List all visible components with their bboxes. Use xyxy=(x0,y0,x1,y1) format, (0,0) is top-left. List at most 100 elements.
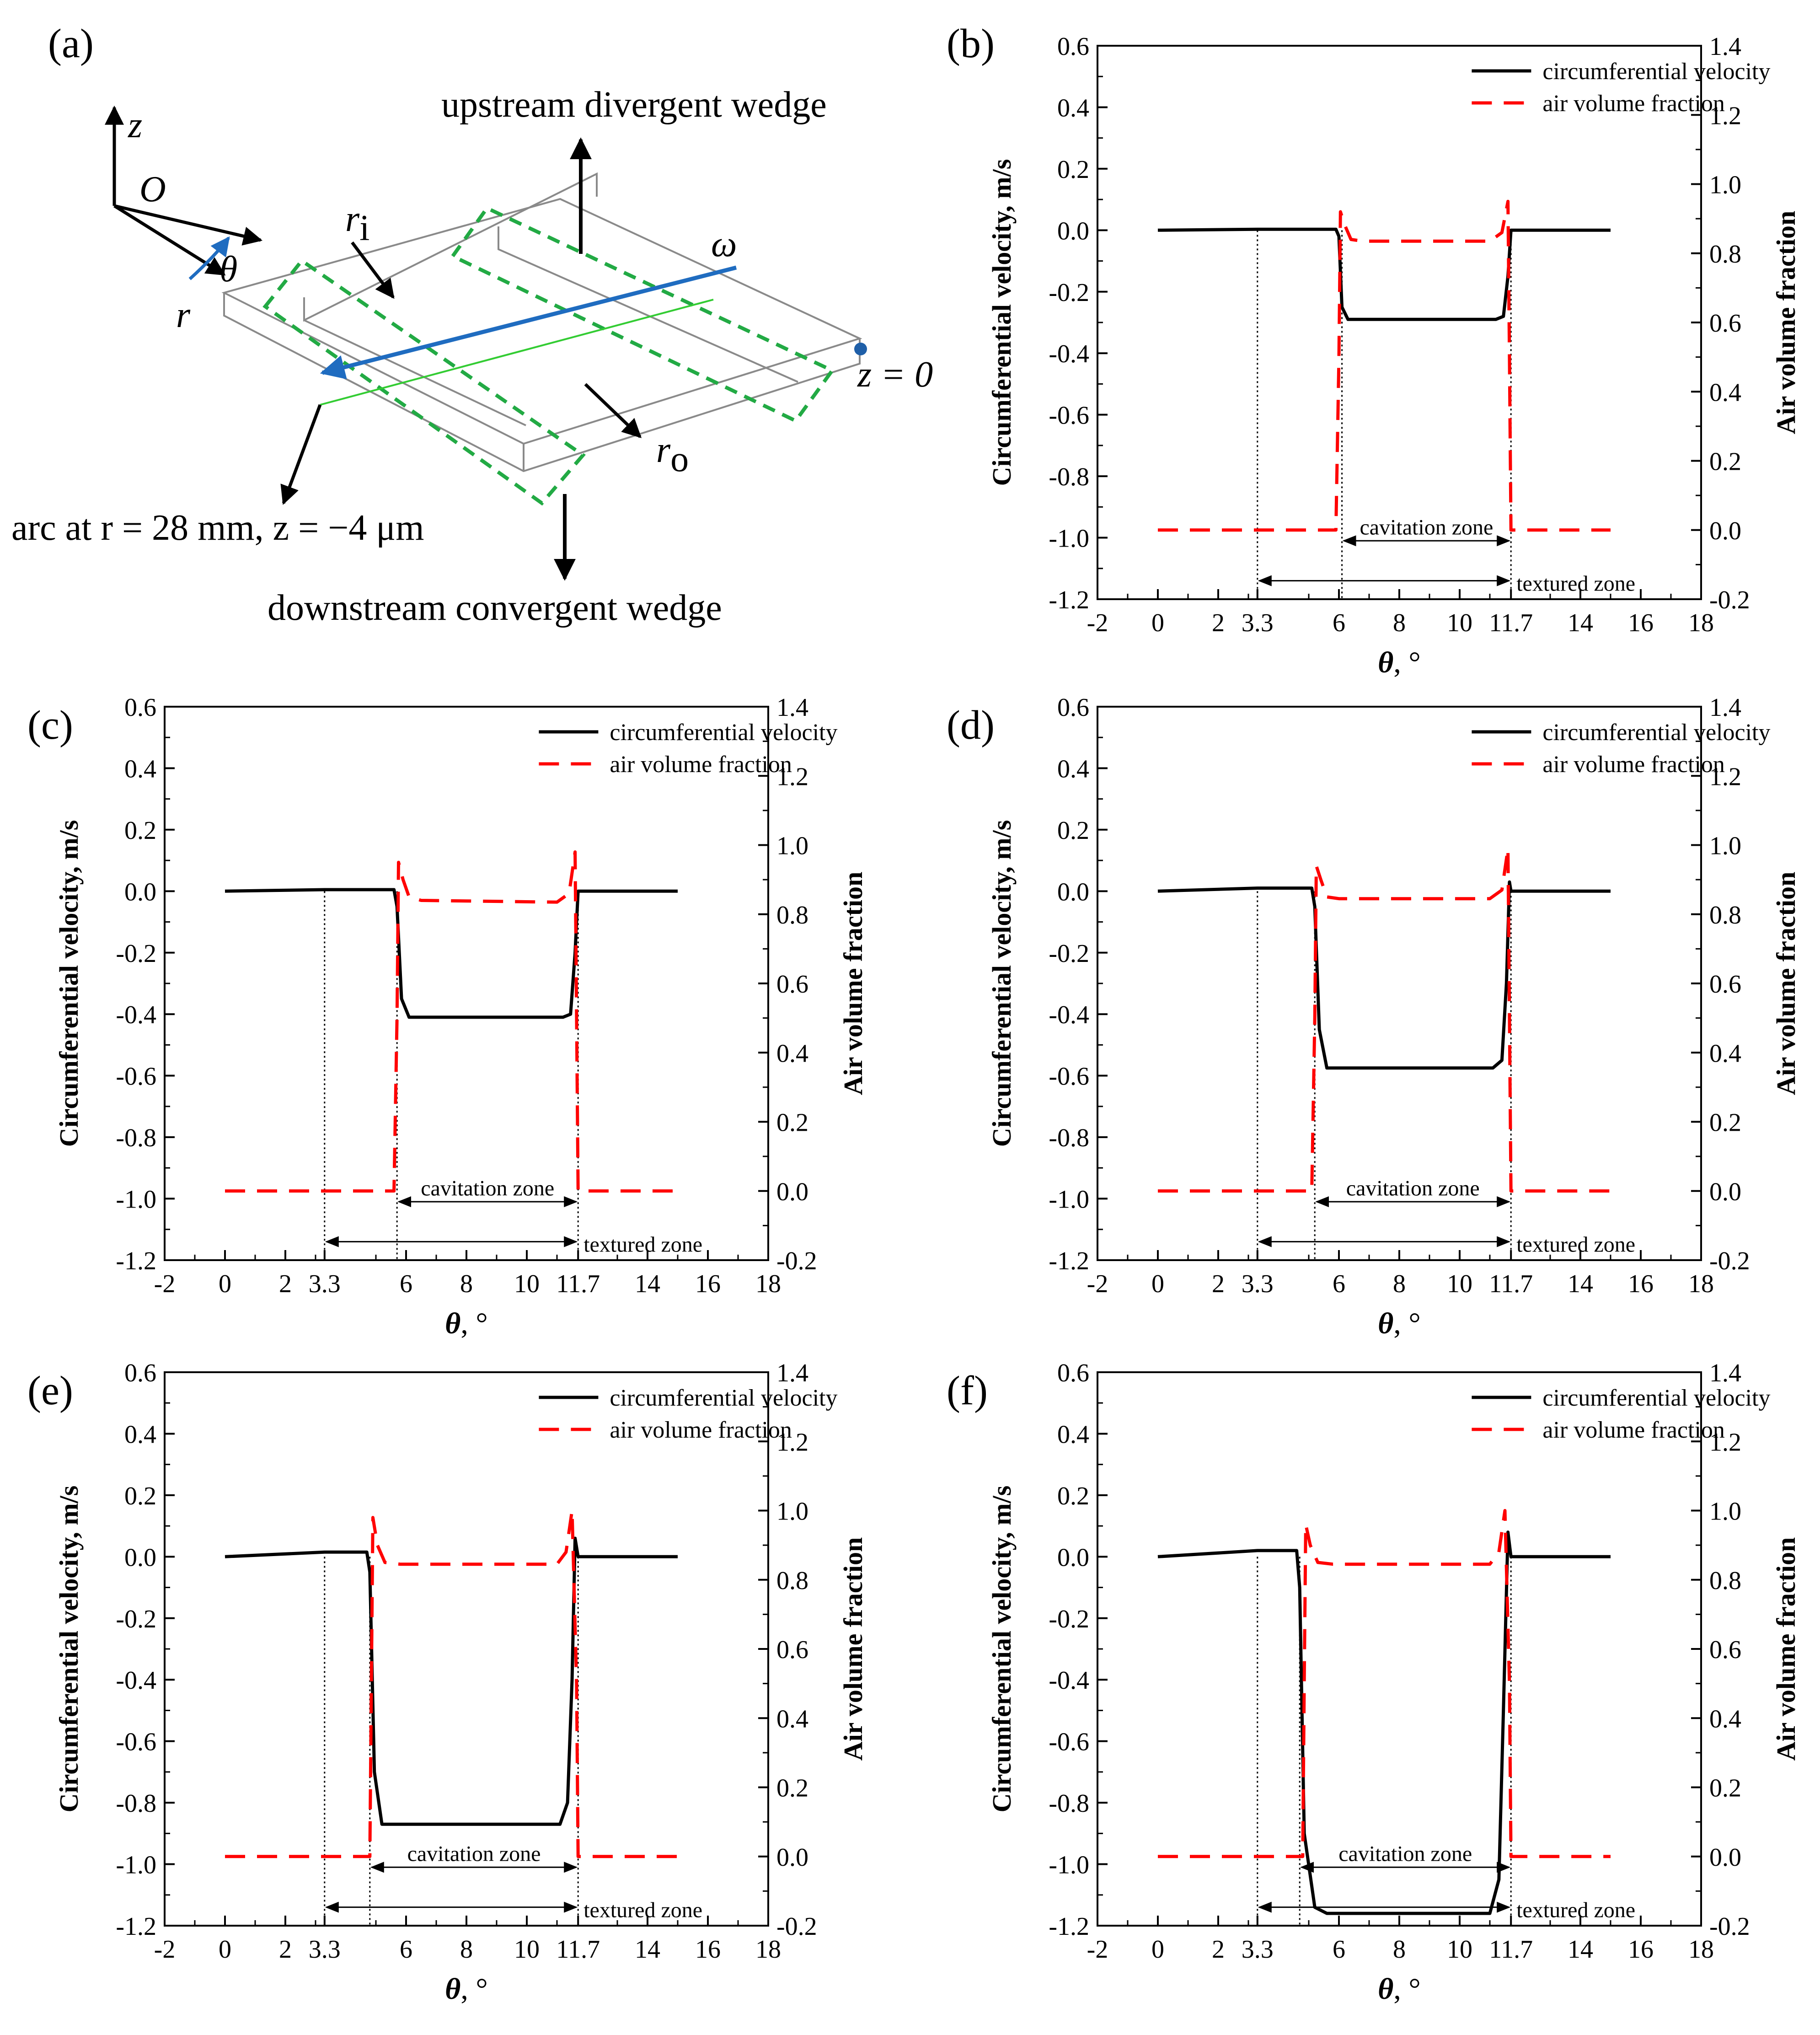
y-left-tick-label: 0.6 xyxy=(124,1359,156,1387)
y-left-tick-label: -0.6 xyxy=(116,1063,156,1091)
textured-zone-label: textured zone xyxy=(583,1233,702,1257)
x-tick-label: 14 xyxy=(1568,1935,1593,1964)
series-line-air-volume-fraction xyxy=(225,1509,678,1858)
y-right-tick-label: 1.4 xyxy=(1709,32,1741,61)
theta-label: θ xyxy=(219,249,237,290)
y-left-tick-label: 0.4 xyxy=(124,1420,156,1449)
y-left-tick-label: -1.2 xyxy=(1049,1247,1089,1275)
y-right-tick-label: -0.2 xyxy=(1709,1247,1750,1275)
x-axis-symbol: θ xyxy=(445,1972,460,2006)
x-tick-label: 3.3 xyxy=(1242,609,1274,637)
x-tick-label: 18 xyxy=(1688,1935,1714,1964)
omega-label: ω xyxy=(711,224,737,264)
y-left-tick-label: 0.0 xyxy=(1057,217,1089,245)
y-right-tick-label: 0.0 xyxy=(776,1178,808,1206)
y-left-axis-label: Circumferential velocity, m/s xyxy=(987,159,1017,486)
x-tick-label: 3.3 xyxy=(1242,1270,1274,1298)
y-left-tick-label: 0.4 xyxy=(1057,94,1089,122)
y-left-tick-label: 0.6 xyxy=(1057,693,1089,722)
y-left-tick-label: -0.4 xyxy=(116,1001,156,1029)
theta-angle-arc xyxy=(188,236,230,280)
x-tick-label: 8 xyxy=(1393,1270,1406,1298)
x-tick-label: 11.7 xyxy=(1489,1935,1533,1964)
x-tick-label: 0 xyxy=(219,1270,231,1298)
z-zero-label: z = 0 xyxy=(857,354,933,395)
x-tick-label: -2 xyxy=(1087,1270,1108,1298)
y-right-axis-label: Air volume fraction xyxy=(1771,872,1801,1095)
y-right-tick-label: 0.6 xyxy=(1709,1636,1741,1664)
upstream-label: upstream divergent wedge xyxy=(441,85,827,125)
y-left-tick-label: 0.6 xyxy=(1057,32,1089,61)
downstream-wedge-outline xyxy=(262,258,586,506)
x-tick-label: 18 xyxy=(1688,1270,1714,1298)
y-left-tick-label: -0.2 xyxy=(116,1605,156,1633)
y-right-tick-label: 1.0 xyxy=(776,832,808,860)
textured-zone-label: textured zone xyxy=(1516,572,1635,596)
y-right-tick-label: -0.2 xyxy=(1709,586,1750,614)
downstream-label: downstream convergent wedge xyxy=(268,588,722,628)
y-left-tick-label: -1.2 xyxy=(1049,586,1089,614)
legend-label-velocity: circumferential velocity xyxy=(1542,59,1770,85)
y-left-tick-label: -0.6 xyxy=(1049,1063,1089,1091)
y-right-axis-label: Air volume fraction xyxy=(1771,211,1801,435)
x-tick-label: -2 xyxy=(154,1935,176,1964)
y-right-tick-label: -0.2 xyxy=(776,1912,817,1941)
series-line-air-volume-fraction xyxy=(1158,847,1611,1193)
inner-radius-arrow xyxy=(351,241,395,299)
y-left-tick-label: -1.2 xyxy=(1049,1912,1089,1941)
x-tick-label: 16 xyxy=(1628,1270,1654,1298)
y-right-axis-label: Air volume fraction xyxy=(1771,1537,1801,1761)
y-right-tick-label: 0.8 xyxy=(1709,240,1741,268)
series-line-air-volume-fraction xyxy=(1158,199,1611,532)
y-left-tick-label: -0.2 xyxy=(1049,1605,1089,1633)
y-right-tick-label: 1.2 xyxy=(776,1428,808,1456)
x-tick-label: 18 xyxy=(1688,609,1714,637)
chart-panel-d: (d) -2 0 2 3.3 6 8 10 11.7 14 16 18 0.6 0.4 0.2 0.0 -0.2… xyxy=(947,693,1801,1340)
x-tick-label: 16 xyxy=(695,1935,721,1964)
y-left-tick-label: -0.6 xyxy=(116,1728,156,1756)
x-tick-label: 10 xyxy=(1447,1270,1472,1298)
y-right-tick-label: 0.4 xyxy=(776,1039,808,1068)
series-line-circumferential-velocity xyxy=(1157,880,1611,1070)
y-right-tick-label: 1.2 xyxy=(776,762,808,791)
outer-radius-subscript: o xyxy=(670,439,689,479)
outer-radius-arrow xyxy=(584,383,642,438)
textured-zone-label: textured zone xyxy=(1516,1898,1635,1922)
y-right-tick-label: 1.2 xyxy=(1709,1428,1741,1456)
y-left-tick-label: 0.6 xyxy=(124,693,156,722)
y-left-tick-label: 0.0 xyxy=(1057,878,1089,906)
outer-radius-label: ro xyxy=(656,430,689,479)
y-right-tick-label: 1.0 xyxy=(1709,1498,1741,1526)
y-right-tick-label: 0.6 xyxy=(1709,309,1741,338)
y-right-tick-label: 0.6 xyxy=(1709,970,1741,999)
x-axis-unit: , ° xyxy=(460,1307,487,1340)
y-left-tick-label: -1.0 xyxy=(116,1186,156,1214)
y-left-tick-label: 0.2 xyxy=(1057,816,1089,845)
y-right-tick-label: 0.8 xyxy=(776,901,808,929)
green-reference-line xyxy=(320,299,714,406)
legend-label-air-fraction: air volume fraction xyxy=(1542,752,1725,778)
x-tick-label: 6 xyxy=(1333,1270,1345,1298)
x-tick-label: 16 xyxy=(695,1270,721,1298)
series-line-air-volume-fraction xyxy=(225,850,678,1193)
x-tick-label: 10 xyxy=(1447,609,1472,637)
y-left-tick-label: -1.2 xyxy=(116,1247,156,1275)
y-right-tick-label: 0.6 xyxy=(776,970,808,999)
cavitation-zone-label: cavitation zone xyxy=(1346,1176,1480,1200)
inner-radius-label: ri xyxy=(345,199,369,248)
x-tick-label: 16 xyxy=(1628,609,1654,637)
x-axis-label: θ, ° xyxy=(1378,1307,1421,1340)
y-right-tick-label: 1.0 xyxy=(1709,832,1741,860)
y-right-axis-label: Air volume fraction xyxy=(838,1537,868,1761)
y-left-tick-label: -0.2 xyxy=(116,940,156,968)
y-left-tick-label: -1.0 xyxy=(116,1851,156,1879)
y-left-tick-label: -0.4 xyxy=(1049,1001,1089,1029)
x-axis-symbol: θ xyxy=(445,1307,460,1340)
series-line-circumferential-velocity xyxy=(1157,1530,1611,1915)
series-line-circumferential-velocity xyxy=(225,1536,678,1826)
x-axis-symbol: θ xyxy=(1378,1307,1393,1340)
y-left-tick-label: -0.4 xyxy=(116,1666,156,1695)
y-right-tick-label: 1.2 xyxy=(1709,762,1741,791)
y-left-tick-label: -0.4 xyxy=(1049,340,1089,368)
